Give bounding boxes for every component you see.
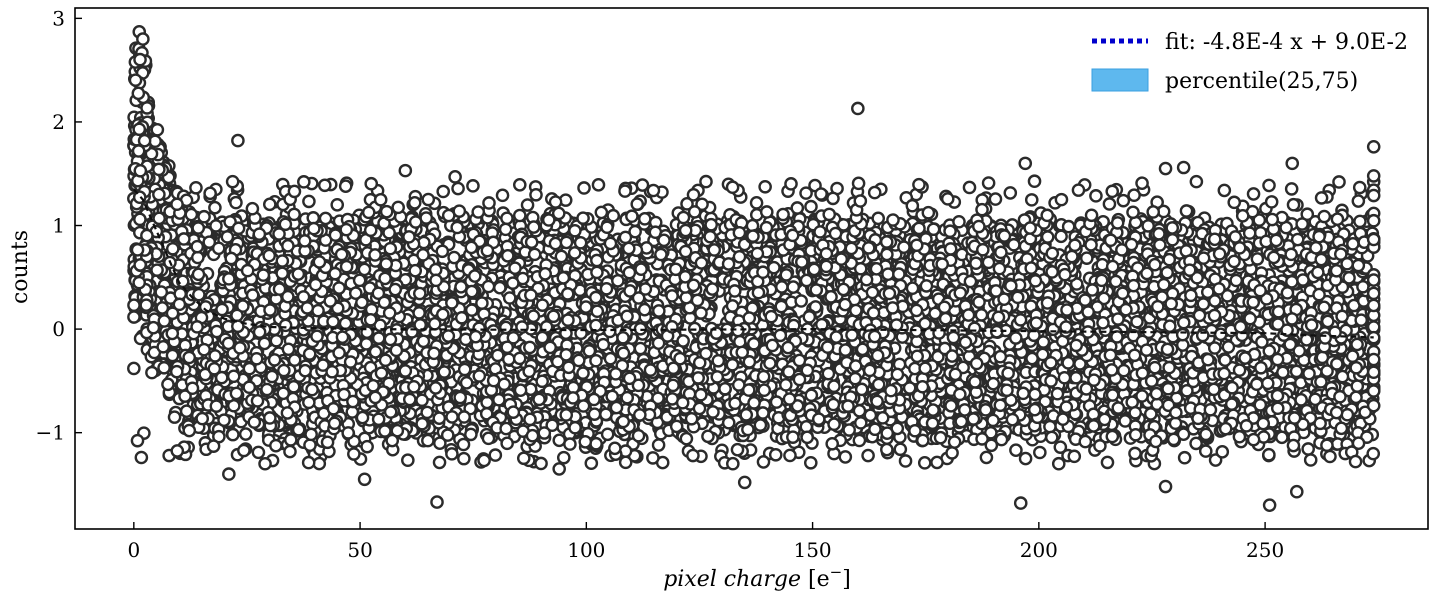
data-point xyxy=(150,122,165,137)
data-point xyxy=(1353,214,1367,229)
data-point xyxy=(871,377,886,392)
data-point xyxy=(1061,219,1076,234)
data-point xyxy=(226,427,240,442)
data-point xyxy=(1289,364,1304,379)
data-point xyxy=(513,383,528,398)
data-point xyxy=(633,341,648,356)
data-point xyxy=(1054,229,1068,244)
data-point xyxy=(561,313,575,327)
data-point xyxy=(1350,379,1365,393)
data-point xyxy=(184,207,199,222)
scatter-points xyxy=(127,25,1381,512)
data-point xyxy=(498,222,513,237)
data-point xyxy=(732,249,747,264)
data-point xyxy=(500,211,514,226)
data-point xyxy=(208,349,222,363)
data-point xyxy=(910,349,924,364)
data-point xyxy=(238,427,253,441)
data-point xyxy=(1196,297,1211,311)
data-point xyxy=(751,285,766,300)
